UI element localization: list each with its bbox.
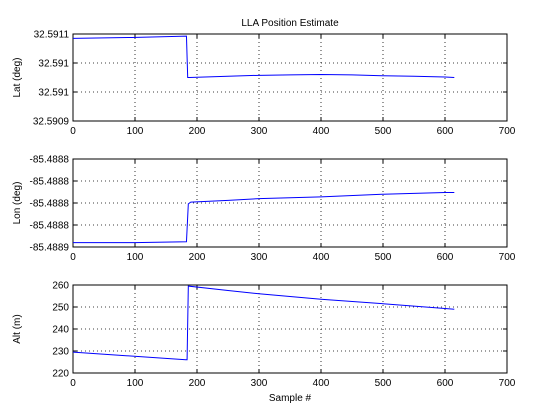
x-tick-label: 600 <box>437 126 454 137</box>
x-tick-label: 300 <box>251 378 268 389</box>
y-tick-label: -85.4888 <box>30 221 70 232</box>
x-tick-label: 0 <box>70 252 76 263</box>
x-tick-label: 500 <box>375 126 392 137</box>
y-tick-label: 32.5911 <box>34 30 70 41</box>
x-tick-label: 500 <box>375 252 392 263</box>
x-axis-label: Sample # <box>269 393 312 404</box>
x-tick-label: 300 <box>251 126 268 137</box>
x-tick-label: 400 <box>313 126 330 137</box>
y-tick-label: 260 <box>52 281 69 292</box>
y-tick-label: 32.591 <box>38 88 69 99</box>
x-tick-label: 400 <box>313 252 330 263</box>
x-tick-label: 300 <box>251 252 268 263</box>
y-tick-label: 250 <box>52 303 69 314</box>
x-tick-label: 700 <box>499 252 516 263</box>
y-tick-label: 220 <box>52 369 69 380</box>
y-tick-label: 32.591 <box>38 59 69 70</box>
x-tick-label: 0 <box>70 378 76 389</box>
x-tick-label: 0 <box>70 126 76 137</box>
y-tick-label: -85.4888 <box>30 177 70 188</box>
x-tick-label: 100 <box>127 378 144 389</box>
y-axis-label: Lon (deg) <box>12 182 23 225</box>
y-tick-label: 32.5909 <box>33 117 70 128</box>
x-tick-label: 500 <box>375 378 392 389</box>
plot-panel-3: 0 100 200 300 400 500 600 700 260 250 240 230 220 Alt… <box>12 281 516 405</box>
x-tick-label: 200 <box>189 126 206 137</box>
y-tick-label: -85.4889 <box>30 243 70 254</box>
y-tick-label: 230 <box>52 347 69 358</box>
x-tick-label: 100 <box>127 126 144 137</box>
y-axis-label: Lat (deg) <box>12 57 23 97</box>
y-tick-label: -85.4888 <box>30 199 70 210</box>
plot-panel-2: 0 100 200 300 400 500 600 700 -85.4888 -85.4888 -8… <box>12 155 516 264</box>
y-tick-label: -85.4888 <box>30 155 70 166</box>
x-tick-label: 600 <box>437 378 454 389</box>
x-tick-label: 100 <box>127 252 144 263</box>
x-tick-label: 600 <box>437 252 454 263</box>
x-tick-label: 200 <box>189 378 206 389</box>
x-tick-label: 200 <box>189 252 206 263</box>
plot-title: LLA Position Estimate <box>241 18 339 29</box>
plot-panel-1: 0 100 200 300 400 500 600 700 32.5911 32.591 32.59… <box>12 18 516 137</box>
y-axis-label: Alt (m) <box>12 314 23 343</box>
x-tick-label: 700 <box>499 126 516 137</box>
x-tick-label: 700 <box>499 378 516 389</box>
y-tick-label: 240 <box>52 325 69 336</box>
x-tick-label: 400 <box>313 378 330 389</box>
plot-frame <box>73 34 507 121</box>
